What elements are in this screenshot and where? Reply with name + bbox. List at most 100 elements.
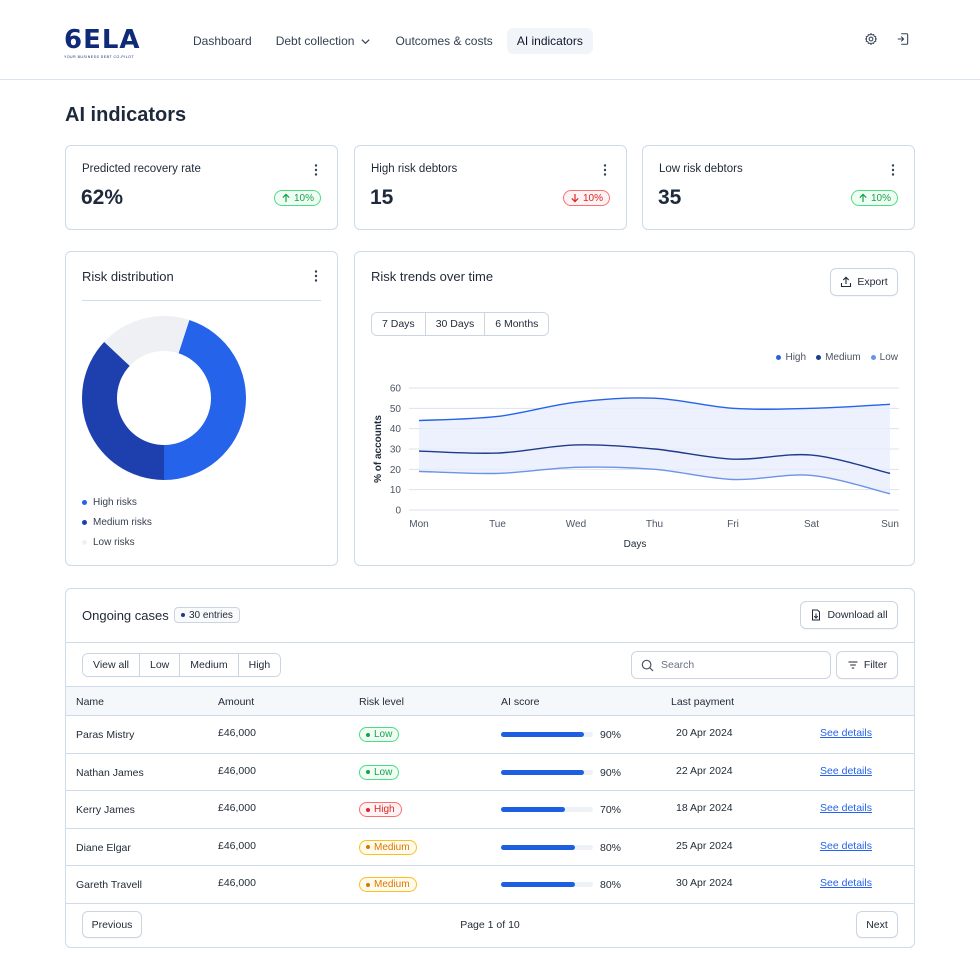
kebab-menu-icon[interactable] bbox=[888, 163, 898, 177]
tab-view-all[interactable]: View all bbox=[83, 654, 140, 676]
button-label: Next bbox=[866, 918, 888, 931]
card-title: Risk distribution bbox=[82, 269, 174, 284]
export-button[interactable]: Export bbox=[830, 268, 898, 296]
table-row: Paras Mistry £46,000 Low 90% 20 Apr 2024 See … bbox=[66, 716, 914, 754]
cell-name: Nathan James bbox=[76, 766, 144, 779]
next-page-button[interactable]: Next bbox=[856, 911, 898, 938]
divider bbox=[82, 300, 321, 301]
button-label: Download all bbox=[827, 609, 888, 621]
risk-level-badge: Low bbox=[359, 727, 400, 742]
kpi-title: Predicted recovery rate bbox=[82, 163, 201, 175]
cell-amount: £46,000 bbox=[218, 877, 256, 889]
nav-item-label: Debt collection bbox=[275, 34, 355, 48]
card-title: Risk trends over time bbox=[371, 269, 494, 284]
range-30-days[interactable]: 30 Days bbox=[425, 313, 486, 335]
logo-text: 6ELA bbox=[64, 25, 141, 55]
badge-label: Medium bbox=[374, 879, 410, 890]
cell-last-payment: 22 Apr 2024 bbox=[676, 764, 733, 777]
series-line-low bbox=[418, 466, 891, 495]
x-tick-label: Fri bbox=[727, 519, 739, 530]
donut-slice-low-risks bbox=[104, 316, 190, 366]
cell-ai-score: 80% bbox=[600, 841, 622, 854]
see-details-link[interactable]: See details bbox=[820, 764, 872, 777]
risk-donut-chart bbox=[82, 316, 246, 480]
badge-dot bbox=[366, 770, 370, 774]
ai-score-bar bbox=[501, 732, 593, 737]
tab-medium[interactable]: Medium bbox=[180, 654, 239, 676]
ai-score-bar bbox=[501, 769, 593, 775]
badge-label: High bbox=[374, 804, 395, 815]
kebab-menu-icon[interactable] bbox=[311, 269, 321, 283]
filter-button[interactable]: Filter bbox=[836, 651, 898, 679]
cell-ai-score: 90% bbox=[600, 766, 622, 779]
series-band-area bbox=[419, 397, 890, 494]
cell-last-payment: 30 Apr 2024 bbox=[676, 877, 733, 889]
cell-name: Kerry James bbox=[76, 804, 135, 816]
legend-dot bbox=[82, 539, 87, 545]
badge-dot bbox=[181, 613, 185, 617]
range-6-months[interactable]: 6 Months bbox=[485, 313, 549, 335]
top-navigation-bar: 6ELA YOUR BUSINESS DEBT CO-PILOT Dashboa… bbox=[0, 0, 980, 80]
legend-dot bbox=[82, 499, 87, 505]
time-range-selector: 7 Days 30 Days 6 Months bbox=[371, 312, 550, 336]
column-header-last-payment[interactable]: Last payment bbox=[671, 696, 735, 708]
y-axis-label: % of accounts bbox=[373, 415, 384, 483]
nav-item-label: Outcomes & costs bbox=[395, 34, 493, 48]
series-line-medium bbox=[418, 444, 891, 475]
search-input[interactable]: Search bbox=[661, 659, 695, 671]
page-title: AI indicators bbox=[65, 104, 187, 126]
nav-item-outcomes-costs[interactable]: Outcomes & costs bbox=[385, 28, 502, 54]
kpi-title: Low risk debtors bbox=[659, 163, 743, 175]
search-box[interactable]: Search bbox=[631, 651, 831, 679]
cell-last-payment: 25 Apr 2024 bbox=[676, 839, 733, 852]
badge-label: 30 entries bbox=[189, 609, 233, 621]
kpi-value: 62% bbox=[81, 186, 124, 209]
kebab-menu-icon[interactable] bbox=[311, 163, 321, 177]
badge-dot bbox=[366, 882, 370, 887]
card-title: Ongoing cases bbox=[82, 608, 169, 623]
table-header: Name Amount Risk level AI score Last pay… bbox=[66, 686, 914, 716]
kebab-menu-icon[interactable] bbox=[600, 163, 610, 177]
nav-item-debt-collection[interactable]: Debt collection bbox=[266, 28, 382, 54]
range-7-days[interactable]: 7 Days bbox=[372, 313, 426, 335]
legend-label: High risks bbox=[93, 496, 137, 508]
see-details-link[interactable]: See details bbox=[820, 877, 872, 889]
gear-icon[interactable] bbox=[864, 32, 878, 46]
column-header-risk-level[interactable]: Risk level bbox=[359, 696, 404, 708]
logout-icon[interactable] bbox=[896, 32, 910, 46]
cell-name: Paras Mistry bbox=[76, 729, 135, 741]
nav-item-label: Dashboard bbox=[193, 34, 252, 48]
chart-legend: High Medium Low bbox=[776, 352, 898, 363]
previous-page-button[interactable]: Previous bbox=[82, 911, 142, 938]
tab-high[interactable]: High bbox=[238, 654, 281, 676]
button-label: Export bbox=[857, 276, 888, 288]
risk-level-badge: Medium bbox=[359, 839, 417, 855]
trend-value: 10% bbox=[293, 192, 314, 204]
brand-logo[interactable]: 6ELA YOUR BUSINESS DEBT CO-PILOT bbox=[64, 27, 154, 61]
nav-item-dashboard[interactable]: Dashboard bbox=[183, 28, 262, 54]
legend-label: Medium risks bbox=[93, 516, 152, 528]
download-all-button[interactable]: Download all bbox=[800, 601, 898, 629]
see-details-link[interactable]: See details bbox=[820, 802, 872, 814]
legend-item-medium: Medium risks bbox=[82, 512, 152, 532]
logo-tagline: YOUR BUSINESS DEBT CO-PILOT bbox=[64, 55, 135, 59]
kpi-card-low-risk: Low risk debtors 35 10% bbox=[642, 145, 915, 230]
see-details-link[interactable]: See details bbox=[820, 727, 872, 739]
legend-dot bbox=[776, 355, 782, 360]
donut-slice-high-risks bbox=[164, 320, 246, 480]
column-header-ai-score[interactable]: AI score bbox=[501, 696, 540, 708]
see-details-link[interactable]: See details bbox=[820, 839, 872, 852]
nav-item-label: AI indicators bbox=[516, 34, 583, 48]
ai-score-bar-fill bbox=[501, 769, 584, 775]
badge-label: Low bbox=[374, 766, 393, 778]
column-header-amount[interactable]: Amount bbox=[218, 696, 255, 708]
nav-item-ai-indicators[interactable]: AI indicators bbox=[506, 28, 593, 54]
trend-value: 10% bbox=[582, 192, 603, 204]
tab-low[interactable]: Low bbox=[140, 654, 181, 676]
legend-dot bbox=[870, 355, 876, 360]
column-header-name[interactable]: Name bbox=[76, 696, 105, 708]
ai-score-bar-fill bbox=[501, 807, 566, 812]
table-row: Diane Elgar £46,000 Medium 80% 25 Apr 2024 Se… bbox=[66, 829, 914, 866]
cell-amount: £46,000 bbox=[218, 764, 256, 777]
risk-filter-tabs: View all Low Medium High bbox=[82, 653, 282, 677]
